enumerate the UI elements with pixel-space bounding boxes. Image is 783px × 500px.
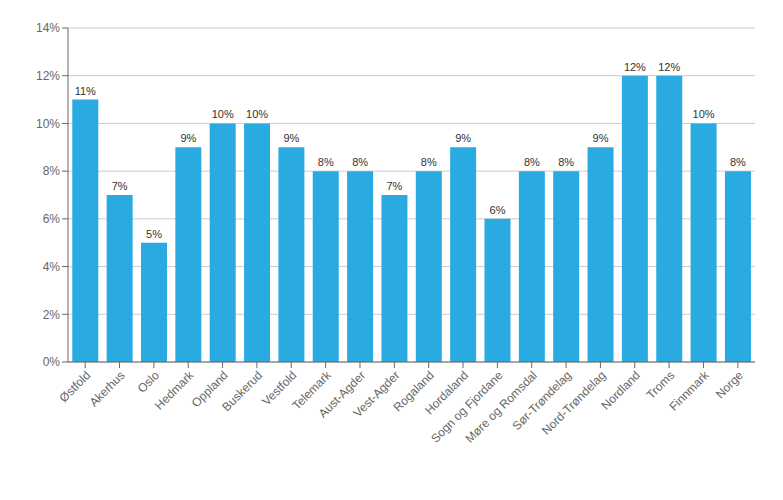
svg-text:Oslo: Oslo <box>135 368 163 396</box>
svg-text:Norge: Norge <box>713 368 746 401</box>
svg-text:Sør-Trøndelag: Sør-Trøndelag <box>509 368 574 433</box>
svg-text:10%: 10% <box>693 108 715 120</box>
svg-text:8%: 8% <box>352 156 368 168</box>
svg-text:12%: 12% <box>658 61 680 73</box>
svg-text:6%: 6% <box>43 212 61 226</box>
svg-text:Akerhus: Akerhus <box>87 368 128 409</box>
svg-text:0%: 0% <box>43 355 61 369</box>
svg-text:7%: 7% <box>386 180 402 192</box>
svg-text:Sogn og Fjordane: Sogn og Fjordane <box>428 368 506 446</box>
svg-text:9%: 9% <box>283 132 299 144</box>
svg-text:8%: 8% <box>421 156 437 168</box>
svg-text:11%: 11% <box>75 85 96 97</box>
svg-text:4%: 4% <box>43 260 61 274</box>
svg-text:6%: 6% <box>490 204 506 216</box>
svg-text:Troms: Troms <box>643 368 678 402</box>
svg-text:Buskerud: Buskerud <box>219 368 265 414</box>
svg-text:12%: 12% <box>624 61 646 73</box>
svg-text:Hordaland: Hordaland <box>422 368 472 418</box>
svg-text:8%: 8% <box>558 156 574 168</box>
svg-text:Hedmark: Hedmark <box>152 368 197 413</box>
svg-text:Vest-Agder: Vest-Agder <box>351 368 403 420</box>
svg-text:8%: 8% <box>318 156 334 168</box>
svg-text:8%: 8% <box>524 156 540 168</box>
svg-text:10%: 10% <box>212 108 234 120</box>
svg-text:14%: 14% <box>36 21 60 35</box>
svg-text:Rogaland: Rogaland <box>390 368 437 415</box>
svg-text:Oppland: Oppland <box>188 368 231 411</box>
svg-text:Møre og Romsdal: Møre og Romsdal <box>462 368 540 446</box>
svg-text:Nordland: Nordland <box>599 368 643 412</box>
svg-text:10%: 10% <box>36 117 60 131</box>
svg-text:Nord-Trøndelag: Nord-Trøndelag <box>539 368 609 438</box>
svg-text:7%: 7% <box>112 180 128 192</box>
svg-text:5%: 5% <box>146 228 162 240</box>
svg-text:9%: 9% <box>593 132 609 144</box>
svg-text:Finnmark: Finnmark <box>666 368 712 414</box>
svg-text:9%: 9% <box>180 132 196 144</box>
svg-text:9%: 9% <box>455 132 471 144</box>
svg-text:8%: 8% <box>730 156 746 168</box>
svg-text:10%: 10% <box>246 108 268 120</box>
svg-text:Telemark: Telemark <box>289 368 334 413</box>
svg-text:8%: 8% <box>43 164 61 178</box>
svg-text:2%: 2% <box>43 308 61 322</box>
svg-text:Aust-Agder: Aust-Agder <box>315 368 369 421</box>
svg-text:Østfold: Østfold <box>56 368 94 405</box>
svg-text:12%: 12% <box>36 69 60 83</box>
svg-text:Vestfold: Vestfold <box>259 368 300 409</box>
